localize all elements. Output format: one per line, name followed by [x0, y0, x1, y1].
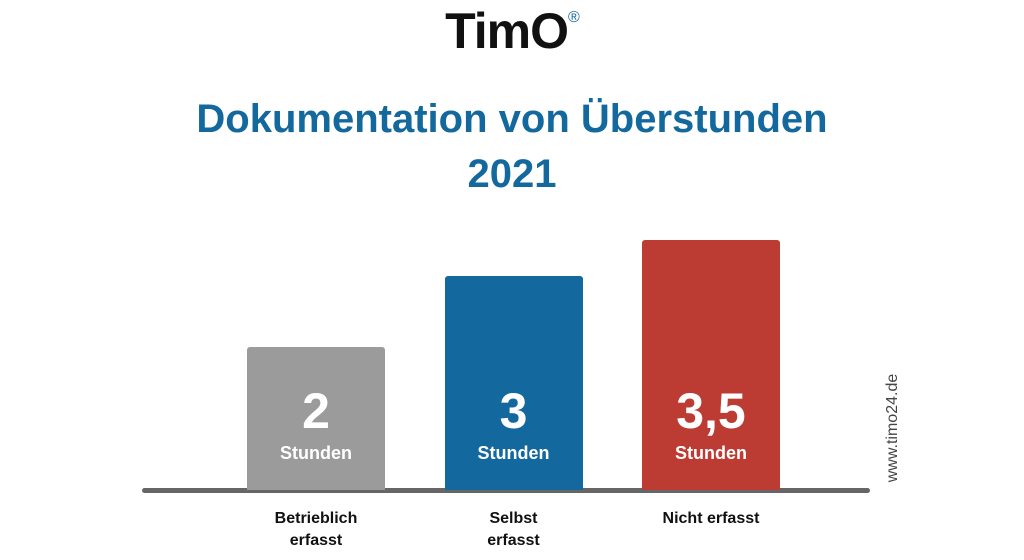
value-label: 2	[302, 383, 330, 439]
value-label: 3	[499, 383, 528, 439]
chart-title: Dokumentation von Überstunden 2021	[196, 97, 828, 196]
unit-label: Stunden	[675, 443, 747, 463]
logo-mark: ®	[568, 9, 580, 26]
baseline	[142, 488, 870, 493]
value-label: 3,5	[676, 383, 746, 439]
unit-label: Stunden	[477, 443, 550, 463]
logo-text: TimO	[445, 3, 569, 59]
bar	[247, 347, 385, 490]
bar	[642, 240, 780, 490]
logo: TimO®	[0, 2, 1024, 60]
watermark: www.timo24.de	[884, 373, 901, 483]
category-label: Selbst erfasst	[487, 510, 540, 549]
category-label: Nicht erfasst	[662, 510, 760, 527]
category-label: Betrieblich erfasst	[274, 510, 358, 549]
unit-label: Stunden	[280, 443, 352, 463]
bar	[444, 275, 583, 490]
